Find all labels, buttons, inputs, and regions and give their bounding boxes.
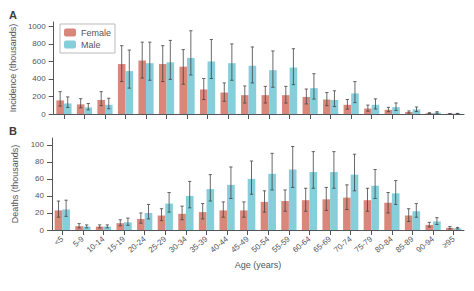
svg-text:600: 600: [32, 57, 46, 66]
svg-text:60-64: 60-64: [291, 234, 313, 254]
svg-text:Incidence (thousands): Incidence (thousands): [8, 24, 18, 113]
svg-text:75-79: 75-79: [353, 234, 375, 254]
svg-text:1000: 1000: [28, 22, 46, 31]
svg-text:55-59: 55-59: [270, 234, 292, 254]
svg-text:45-49: 45-49: [229, 234, 251, 254]
svg-text:65-69: 65-69: [312, 234, 334, 254]
svg-text:5-9: 5-9: [71, 234, 86, 249]
svg-text:Age (years): Age (years): [235, 260, 282, 270]
svg-text:10-14: 10-14: [85, 234, 107, 254]
svg-text:<5: <5: [52, 234, 65, 247]
svg-text:85-89: 85-89: [394, 234, 416, 254]
svg-text:100: 100: [31, 140, 45, 149]
svg-text:0: 0: [41, 110, 46, 119]
svg-text:50-54: 50-54: [250, 234, 272, 254]
svg-text:80: 80: [35, 157, 44, 166]
svg-text:B: B: [9, 125, 17, 137]
svg-text:80-84: 80-84: [373, 234, 395, 254]
svg-text:200: 200: [32, 92, 46, 101]
svg-text:Female: Female: [81, 28, 111, 38]
svg-text:Male: Male: [81, 40, 101, 50]
svg-text:35-39: 35-39: [188, 234, 210, 254]
svg-text:400: 400: [32, 74, 46, 83]
svg-text:20-24: 20-24: [126, 234, 148, 254]
svg-text:30-34: 30-34: [167, 234, 189, 254]
svg-text:40: 40: [35, 191, 44, 200]
svg-text:800: 800: [32, 39, 46, 48]
svg-text:Deaths (thousands): Deaths (thousands): [10, 145, 20, 224]
svg-text:40-44: 40-44: [209, 234, 231, 254]
svg-text:20: 20: [35, 208, 44, 217]
svg-text:0: 0: [40, 226, 45, 235]
svg-text:90-94: 90-94: [415, 234, 437, 254]
svg-text:15-19: 15-19: [106, 234, 128, 254]
svg-text:A: A: [9, 9, 17, 21]
svg-text:70-74: 70-74: [332, 234, 354, 254]
svg-text:25-29: 25-29: [147, 234, 169, 254]
svg-text:60: 60: [35, 174, 44, 183]
svg-text:≥95: ≥95: [441, 234, 457, 250]
